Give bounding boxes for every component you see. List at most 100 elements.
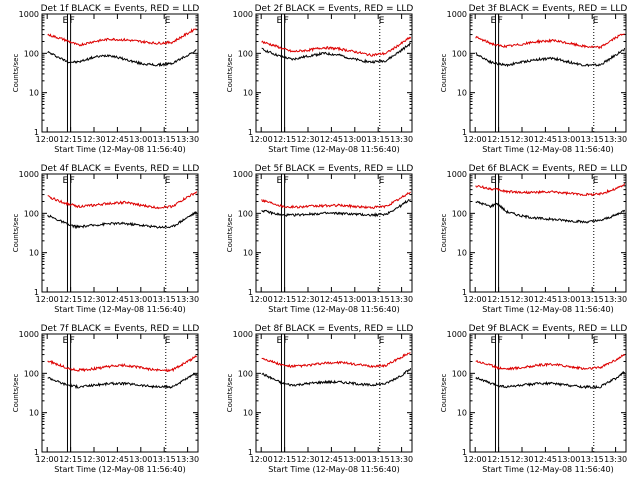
events-series-line — [47, 210, 198, 230]
y-tick-label: 1 — [462, 128, 467, 137]
marker-label: E — [379, 16, 385, 26]
x-tick-label: 13:00 — [557, 455, 580, 464]
x-axis-label: Start Time (12-May-08 11:56:40) — [482, 305, 613, 314]
y-tick-label: 10 — [29, 249, 39, 258]
y-tick-label: 100 — [24, 49, 39, 58]
chart-panel-6: Det 6f BLACK = Events, RED = LLD 1 10 100 10… — [440, 164, 627, 314]
y-tick-label: 100 — [24, 369, 39, 378]
x-tick-label: 12:00 — [250, 295, 273, 304]
x-axis-label: Start Time (12-May-08 11:56:40) — [482, 465, 613, 474]
plot-frame — [255, 333, 413, 453]
marker-label: F — [284, 16, 289, 26]
x-tick-label: 12:45 — [106, 295, 129, 304]
x-tick-label: 12:00 — [250, 135, 273, 144]
x-tick-label: 12:45 — [320, 135, 343, 144]
x-tick-label: 12:00 — [36, 135, 59, 144]
x-tick-label: 13:30 — [176, 135, 199, 144]
events-series-line — [475, 47, 626, 68]
x-tick-label: 12:45 — [534, 135, 557, 144]
y-tick-label: 100 — [238, 49, 253, 58]
y-tick-label: 1000 — [19, 10, 39, 19]
x-axis-label: Start Time (12-May-08 11:56:40) — [268, 465, 399, 474]
marker-label: E — [490, 176, 496, 186]
lld-series-line — [47, 191, 198, 210]
marker-label: F — [70, 16, 75, 26]
marker-label: F — [498, 336, 503, 346]
lld-series-line — [47, 354, 197, 373]
y-tick-label: 1 — [34, 128, 39, 137]
x-tick-label: 13:30 — [390, 295, 413, 304]
y-tick-label: 1 — [248, 288, 253, 297]
x-tick-label: 13:00 — [343, 455, 366, 464]
plot-frame — [255, 13, 413, 133]
x-tick-label: 12:45 — [106, 135, 129, 144]
chart-panel-1: Det 1f BLACK = Events, RED = LLD 1 10 100 10… — [12, 4, 199, 154]
x-tick-label: 12:00 — [464, 295, 487, 304]
plot-frame — [41, 173, 199, 293]
events-series-line — [261, 368, 412, 387]
x-tick-label: 13:15 — [581, 295, 604, 304]
y-tick-label: 10 — [29, 89, 39, 98]
x-tick-label: 13:30 — [604, 135, 627, 144]
lld-series-line — [47, 28, 197, 47]
y-tick-label: 1 — [34, 288, 39, 297]
x-tick-label: 12:00 — [36, 455, 59, 464]
marker-label: E — [62, 336, 68, 346]
x-tick-label: 12:30 — [296, 295, 319, 304]
y-tick-label: 1 — [462, 288, 467, 297]
marker-label: F — [70, 336, 75, 346]
chart-title: Det 4f BLACK = Events, RED = LLD — [41, 164, 200, 174]
y-axis-label: Counts/sec — [12, 54, 20, 93]
x-tick-label: 12:45 — [320, 295, 343, 304]
x-tick-label: 13:00 — [557, 135, 580, 144]
x-axis-label: Start Time (12-May-08 11:56:40) — [268, 305, 399, 314]
x-tick-label: 12:30 — [510, 455, 533, 464]
marker-label: E — [62, 176, 68, 186]
x-tick-label: 13:30 — [176, 295, 199, 304]
y-tick-label: 1000 — [447, 330, 467, 339]
x-tick-label: 13:30 — [604, 455, 627, 464]
x-tick-label: 12:30 — [296, 135, 319, 144]
y-tick-label: 100 — [238, 369, 253, 378]
x-tick-label: 13:00 — [343, 135, 366, 144]
x-tick-label: 12:30 — [82, 135, 105, 144]
chart-title: Det 6f BLACK = Events, RED = LLD — [469, 164, 628, 174]
marker-label: E — [165, 176, 171, 186]
marker-label: E — [593, 16, 599, 26]
x-tick-label: 12:00 — [464, 455, 487, 464]
y-axis-label: Counts/sec — [226, 54, 234, 93]
events-series-line — [475, 370, 626, 390]
lld-series-line — [261, 36, 412, 57]
x-tick-label: 13:15 — [153, 455, 176, 464]
x-tick-label: 12:30 — [82, 455, 105, 464]
plot-frame — [41, 13, 199, 133]
x-tick-label: 13:00 — [129, 455, 152, 464]
y-tick-label: 10 — [29, 409, 39, 418]
chart-title: Det 1f BLACK = Events, RED = LLD — [41, 4, 200, 14]
marker-label: F — [284, 336, 289, 346]
chart-panel-2: Det 2f BLACK = Events, RED = LLD 1 10 100 10… — [226, 4, 413, 154]
x-axis-label: Start Time (12-May-08 11:56:40) — [268, 145, 399, 154]
x-tick-label: 12:15 — [273, 135, 296, 144]
chart-title: Det 3f BLACK = Events, RED = LLD — [469, 4, 628, 14]
marker-label: F — [284, 176, 289, 186]
lld-series-line — [475, 183, 626, 197]
x-tick-label: 13:15 — [367, 135, 390, 144]
y-axis-label: Counts/sec — [440, 214, 448, 253]
y-tick-label: 100 — [452, 49, 467, 58]
chart-title: Det 7f BLACK = Events, RED = LLD — [41, 324, 200, 334]
y-tick-label: 100 — [24, 209, 39, 218]
events-series-line — [47, 49, 197, 68]
y-tick-label: 1 — [462, 448, 467, 457]
lld-series-line — [475, 354, 626, 371]
y-tick-label: 1 — [248, 448, 253, 457]
x-tick-label: 12:15 — [273, 455, 296, 464]
x-tick-label: 12:45 — [534, 455, 557, 464]
x-axis-label: Start Time (12-May-08 11:56:40) — [54, 145, 185, 154]
x-tick-label: 13:15 — [153, 295, 176, 304]
chart-panel-8: Det 8f BLACK = Events, RED = LLD 1 10 100 10… — [226, 324, 413, 474]
marker-label: E — [379, 176, 385, 186]
y-tick-label: 10 — [243, 409, 253, 418]
chart-title: Det 8f BLACK = Events, RED = LLD — [255, 324, 414, 334]
plot-frame — [41, 333, 199, 453]
